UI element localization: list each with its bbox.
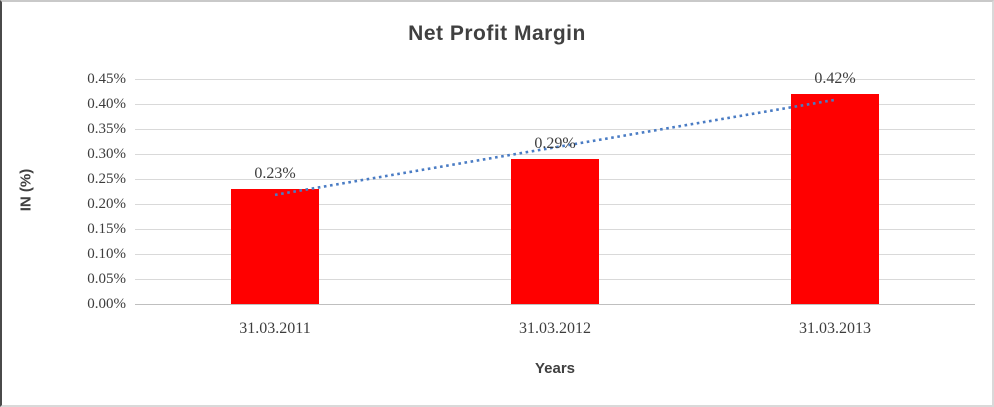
- data-label: 0.29%: [534, 135, 576, 152]
- y-tick-label: 0.20%: [87, 196, 126, 212]
- data-label: 0.23%: [254, 165, 296, 182]
- y-tick-label: 0.35%: [87, 121, 126, 137]
- chart-title: Net Profit Margin: [408, 22, 586, 45]
- y-tick-label: 0.25%: [87, 171, 126, 187]
- data-label: 0.42%: [814, 70, 856, 87]
- x-axis-title: Years: [534, 360, 576, 377]
- bar-31.03.2012: [511, 159, 599, 304]
- bar-31.03.2013: [791, 94, 879, 304]
- y-axis-title-text: IN (%): [17, 168, 35, 212]
- x-axis-line: [135, 304, 975, 305]
- y-tick-label: 0.10%: [87, 246, 126, 262]
- y-tick-label: 0.45%: [87, 71, 126, 87]
- x-tick-label: 31.03.2011: [239, 320, 311, 337]
- bar-31.03.2011: [231, 189, 319, 304]
- y-tick-label: 0.05%: [87, 271, 126, 287]
- y-tick-label: 0.40%: [87, 96, 126, 112]
- x-tick-label: 31.03.2013: [799, 320, 871, 337]
- y-tick-label: 0.30%: [87, 146, 126, 162]
- y-tick-label: 0.15%: [87, 221, 126, 237]
- x-tick-label: 31.03.2012: [519, 320, 591, 337]
- gridline: [135, 79, 975, 80]
- y-tick-label: 0.00%: [87, 296, 126, 312]
